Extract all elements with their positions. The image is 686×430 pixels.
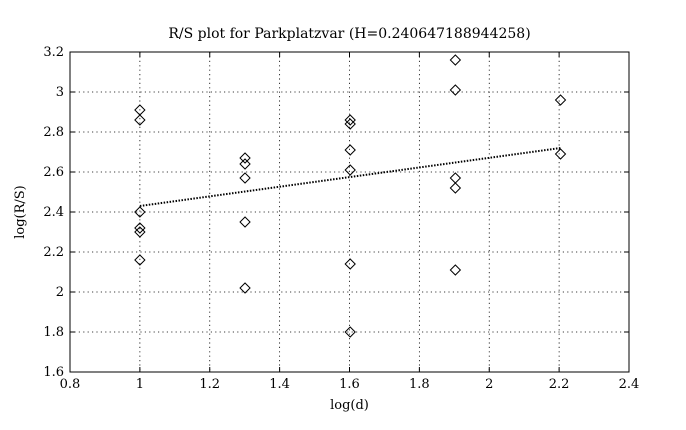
- data-point-diamond: [344, 118, 356, 130]
- x-tick-label: 1.8: [409, 377, 430, 392]
- data-point-diamond: [239, 216, 251, 228]
- y-tick-label: 3: [56, 85, 64, 100]
- y-tick-label: 3.2: [43, 45, 64, 60]
- data-point-diamond: [134, 206, 146, 218]
- data-point-diamond: [134, 226, 146, 238]
- data-point-diamond: [134, 114, 146, 126]
- regression-line: [139, 147, 561, 207]
- data-point-diamond: [134, 254, 146, 266]
- x-tick-label: 0.8: [60, 377, 81, 392]
- chart-title: R/S plot for Parkplatzvar (H=0.240647188…: [168, 26, 530, 42]
- data-point-diamond: [239, 282, 251, 294]
- x-axis-label: log(d): [330, 398, 369, 413]
- x-tick-label: 1.2: [199, 377, 220, 392]
- data-point-diamond: [449, 182, 462, 194]
- y-tick-label: 1.8: [43, 325, 64, 340]
- data-point-diamond: [344, 326, 356, 338]
- data-point-diamond: [239, 158, 251, 170]
- fit-line: [139, 147, 561, 207]
- y-tick-label: 2.2: [43, 245, 64, 260]
- data-point-diamond: [449, 172, 462, 184]
- data-point-diamond: [554, 94, 567, 106]
- y-tick-label: 2.6: [43, 165, 64, 180]
- x-tick-label: 1: [136, 377, 144, 392]
- grid: [70, 52, 629, 372]
- x-tick-label: 2: [485, 377, 493, 392]
- y-tick-label: 2.4: [43, 205, 64, 220]
- data-point-diamond: [239, 172, 251, 184]
- data-point-diamond: [344, 114, 356, 126]
- data-point-diamond: [344, 258, 356, 270]
- data-point-diamond: [449, 264, 462, 276]
- x-tick-label: 1.4: [269, 377, 290, 392]
- x-tick-label: 2.4: [619, 377, 640, 392]
- y-tick-label: 2: [56, 285, 64, 300]
- data-points: [134, 54, 567, 338]
- y-axis-label: log(R/S): [13, 185, 28, 239]
- data-point-diamond: [344, 164, 356, 176]
- data-point-diamond: [134, 222, 146, 234]
- x-tick-label: 1.6: [339, 377, 360, 392]
- data-point-diamond: [344, 144, 356, 156]
- y-tick-label: 1.6: [43, 365, 64, 380]
- data-point-diamond: [449, 54, 462, 66]
- x-tick-label: 2.2: [549, 377, 570, 392]
- data-point-diamond: [449, 84, 462, 96]
- data-point-diamond: [554, 148, 567, 160]
- data-point-diamond: [239, 152, 251, 164]
- y-tick-label: 2.8: [43, 125, 64, 140]
- ticks: 0.8 1 1.2 1.4 1.6 1.8 2 2.2 2.4 1.6 1.8 2 2.2 2.4 2.6 2…: [43, 45, 639, 392]
